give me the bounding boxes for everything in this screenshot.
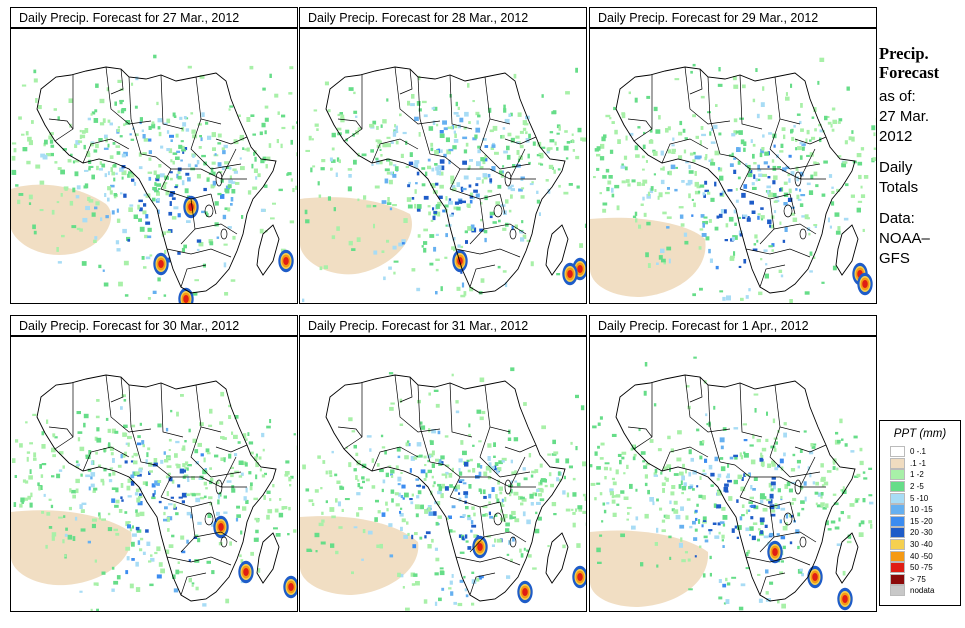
legend-label: .1 -1 [910, 458, 927, 468]
legend-swatch [890, 469, 905, 481]
legend-swatch [890, 527, 905, 539]
legend-label: nodata [910, 586, 935, 596]
legend-label: 20 -30 [910, 528, 933, 538]
precip-map-svg [300, 29, 586, 303]
data-line2: NOAA– [879, 230, 930, 247]
legend-label: 5 -10 [910, 493, 929, 503]
legend-item: 2 -5 [880, 481, 960, 493]
legend-item: 15 -20 [880, 515, 960, 528]
legend-item: nodata [880, 585, 960, 597]
legend-swatch [890, 550, 905, 562]
asof-line3: 2012 [879, 128, 913, 145]
africa-precip-map [589, 28, 877, 304]
legend-swatch [890, 457, 905, 469]
legend-rows: 0 -.1.1 -1 1 -2 2 -5 5 -10 10 -15 15 -20 20 -3… [880, 446, 960, 597]
data-line3: GFS [879, 250, 910, 267]
legend-swatch [890, 515, 905, 527]
forecast-panel: Daily Precip. Forecast for 29 Mar., 2012 [589, 7, 877, 304]
precip-map-svg [11, 337, 297, 611]
panel-title: Daily Precip. Forecast for 1 Apr., 2012 [589, 315, 877, 336]
panel-title: Daily Precip. Forecast for 30 Mar., 2012 [10, 315, 298, 336]
panel-title: Daily Precip. Forecast for 27 Mar., 2012 [10, 7, 298, 28]
forecast-panel: Daily Precip. Forecast for 30 Mar., 2012 [10, 315, 298, 612]
asof-line2: 27 Mar. [879, 108, 930, 125]
africa-precip-map [299, 28, 587, 304]
legend-item: 20 -30 [880, 527, 960, 539]
data-line1: Data: [879, 210, 915, 227]
side-title-line2: Forecast [879, 63, 940, 82]
side-title-line1: Precip. [879, 44, 929, 63]
legend-item: 50 -75 [880, 562, 960, 574]
legend-label: 1 -2 [910, 470, 924, 480]
legend-item: 0 -.1 [880, 446, 960, 458]
precip-map-svg [590, 29, 876, 303]
legend-item: > 75 [880, 573, 960, 586]
legend-item: 1 -2 [880, 469, 960, 481]
precip-map-svg [11, 29, 297, 303]
legend-title: PPT (mm) [893, 428, 947, 440]
legend-swatch [890, 492, 905, 504]
legend-swatch [890, 573, 905, 585]
ppt-legend: PPT (mm) 0 -.1.1 -1 1 -2 2 -5 5 -10 10 -15 15… [879, 420, 961, 606]
legend-label: 0 -.1 [910, 447, 927, 457]
legend-item: 10 -15 [880, 504, 960, 516]
africa-precip-map [10, 336, 298, 612]
africa-precip-map [10, 28, 298, 304]
legend-swatch [890, 504, 905, 516]
legend-label: 15 -20 [910, 516, 933, 526]
legend-item: .1 -1 [880, 457, 960, 470]
legend-item: 40 -50 [880, 550, 960, 562]
precip-map-svg [300, 337, 586, 611]
totals-line1: Daily [879, 159, 913, 176]
legend-item: 30 -40 [880, 539, 960, 551]
africa-precip-map [589, 336, 877, 612]
precip-map-svg [590, 337, 876, 611]
forecast-panel: Daily Precip. Forecast for 27 Mar., 2012 [10, 7, 298, 304]
forecast-panel: Daily Precip. Forecast for 1 Apr., 2012 [589, 315, 877, 612]
legend-label: 2 -5 [910, 482, 924, 492]
legend-swatch [890, 539, 905, 551]
legend-swatch [890, 481, 905, 493]
panel-title: Daily Precip. Forecast for 28 Mar., 2012 [299, 7, 587, 28]
panel-title: Daily Precip. Forecast for 31 Mar., 2012 [299, 315, 587, 336]
panel-title: Daily Precip. Forecast for 29 Mar., 2012 [589, 7, 877, 28]
legend-swatch [890, 585, 905, 597]
legend-label: 40 -50 [910, 551, 933, 561]
asof-line1: as of: [879, 88, 916, 105]
side-info: Precip. Forecast as of: 27 Mar. 2012 Dai… [879, 44, 963, 269]
legend-label: 30 -40 [910, 540, 933, 550]
forecast-panel: Daily Precip. Forecast for 31 Mar., 2012 [299, 315, 587, 612]
legend-label: 50 -75 [910, 563, 933, 573]
legend-swatch [890, 562, 905, 574]
legend-swatch [890, 446, 905, 458]
legend-label: > 75 [910, 574, 926, 584]
forecast-panel: Daily Precip. Forecast for 28 Mar., 2012 [299, 7, 587, 304]
legend-item: 5 -10 [880, 492, 960, 504]
africa-precip-map [299, 336, 587, 612]
legend-label: 10 -15 [910, 505, 933, 515]
totals-line2: Totals [879, 179, 919, 196]
